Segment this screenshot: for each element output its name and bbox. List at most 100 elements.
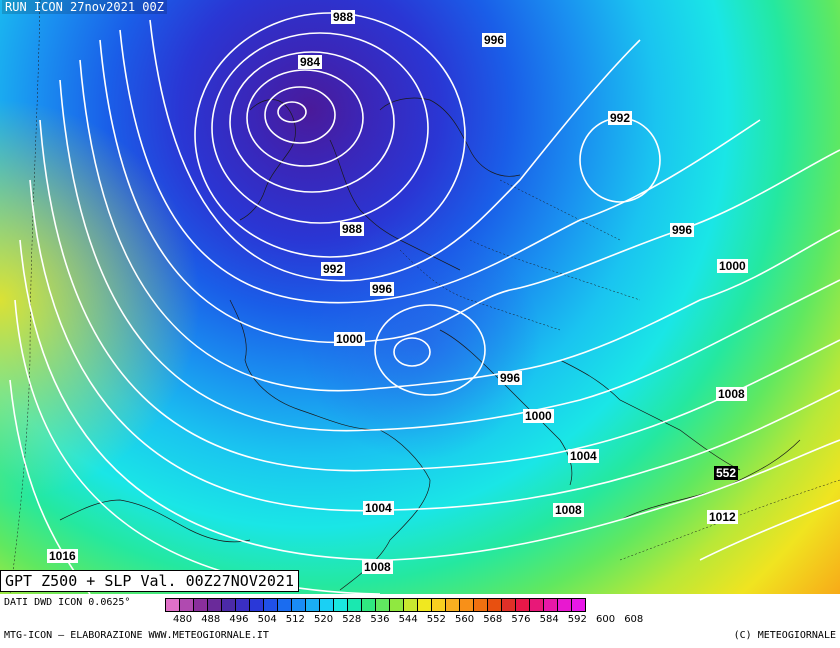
footer: DATI DWD ICON 0.0625° 480 488 496 504 512 520… bbox=[0, 594, 840, 648]
scale-tick-label: 488 bbox=[201, 614, 221, 625]
isobar-996-south bbox=[374, 304, 486, 396]
scale-tick-label: 480 bbox=[173, 614, 193, 625]
scale-swatch bbox=[543, 598, 558, 612]
scale-swatch bbox=[235, 598, 250, 612]
isobar_labels-label: 992 bbox=[608, 111, 633, 125]
coast-scandinavia bbox=[379, 97, 521, 177]
isobar_labels-label: 1004 bbox=[363, 501, 394, 515]
isobar-980 bbox=[277, 101, 307, 123]
scale-swatch bbox=[165, 598, 180, 612]
scale-tick-label: 600 bbox=[596, 614, 616, 625]
scale-swatch bbox=[515, 598, 530, 612]
isobar_labels-label: 1008 bbox=[553, 503, 584, 517]
scale-tick-label: 544 bbox=[398, 614, 418, 625]
isobar-1002 bbox=[39, 119, 840, 472]
color-scale-labels: 480 488 496 504 512 520 528 536 544 552 560 568 576 5… bbox=[165, 614, 840, 626]
scale-swatch bbox=[571, 598, 586, 612]
scale-swatch bbox=[389, 598, 404, 612]
isobar_labels-label: 1004 bbox=[568, 449, 599, 463]
isobar_labels-label: 1016 bbox=[47, 549, 78, 563]
scale-swatch bbox=[291, 598, 306, 612]
scale-swatch bbox=[487, 598, 502, 612]
scale-swatch bbox=[207, 598, 222, 612]
isobar-998 bbox=[79, 59, 840, 392]
scale-tick-label: 552 bbox=[426, 614, 446, 625]
color-scale bbox=[165, 598, 586, 612]
scale-tick-label: 568 bbox=[483, 614, 503, 625]
isobar_labels-label: 996 bbox=[498, 371, 523, 385]
scale-swatch bbox=[529, 598, 544, 612]
scale-swatch bbox=[557, 598, 572, 612]
scale-swatch bbox=[305, 598, 320, 612]
scale-swatch bbox=[361, 598, 376, 612]
contour-dashed-west bbox=[9, 0, 41, 594]
scale-swatch bbox=[277, 598, 292, 612]
isobar-1000 bbox=[59, 79, 840, 432]
scale-swatch bbox=[375, 598, 390, 612]
scale-swatch bbox=[179, 598, 194, 612]
isobar_labels-label: 1008 bbox=[362, 560, 393, 574]
scale-tick-label: 520 bbox=[314, 614, 334, 625]
scale-swatch bbox=[417, 598, 432, 612]
scale-tick-label: 608 bbox=[624, 614, 644, 625]
weather-map bbox=[0, 0, 840, 594]
isobar-1008 bbox=[19, 239, 840, 561]
data-source-label: DATI DWD ICON 0.0625° bbox=[4, 597, 131, 608]
scale-swatch bbox=[347, 598, 362, 612]
scale-swatch bbox=[221, 598, 236, 612]
scale-swatch bbox=[319, 598, 334, 612]
scale-tick-label: 512 bbox=[285, 614, 305, 625]
scale-tick-label: 592 bbox=[567, 614, 587, 625]
scale-tick-label: 536 bbox=[370, 614, 390, 625]
isobar_labels-label: 992 bbox=[321, 262, 346, 276]
isobar_labels-label: 984 bbox=[298, 55, 323, 69]
scale-swatch bbox=[403, 598, 418, 612]
coast-north-africa bbox=[59, 499, 251, 543]
borders bbox=[9, 0, 840, 594]
scale-swatch bbox=[501, 598, 516, 612]
scale-swatch bbox=[473, 598, 488, 612]
isobar_labels-label: 996 bbox=[482, 33, 507, 47]
isobar-996 bbox=[99, 39, 840, 344]
isobar-994-south bbox=[393, 337, 431, 367]
isobar-988 bbox=[211, 32, 429, 224]
isobar_labels-label: 1012 bbox=[707, 510, 738, 524]
scale-swatch bbox=[263, 598, 278, 612]
scale-tick-label: 504 bbox=[257, 614, 277, 625]
scale-swatch bbox=[431, 598, 446, 612]
border-east-europe bbox=[469, 239, 641, 301]
isobar_labels-label: 988 bbox=[340, 222, 365, 236]
scale-swatch bbox=[459, 598, 474, 612]
isobar-994 bbox=[119, 29, 761, 304]
coast-britain bbox=[239, 99, 296, 221]
isobar_labels-label: 1000 bbox=[523, 409, 554, 423]
run-label: RUN ICON 27nov2021 00Z bbox=[2, 0, 167, 14]
isobar_labels-label: 1000 bbox=[334, 332, 365, 346]
isobar_labels-label: 1000 bbox=[717, 259, 748, 273]
scale-swatch bbox=[193, 598, 208, 612]
isobar_labels-label: 1008 bbox=[716, 387, 747, 401]
scale-tick-label: 584 bbox=[539, 614, 559, 625]
scale-swatch bbox=[249, 598, 264, 612]
credit-text: MTG-ICON – ELABORAZIONE WWW.METEOGIORNAL… bbox=[4, 630, 269, 641]
scale-tick-label: 576 bbox=[511, 614, 531, 625]
contour_labels-label: 552 bbox=[714, 466, 739, 480]
isobar-1004 bbox=[29, 179, 840, 512]
scale-swatch bbox=[445, 598, 460, 612]
isobar_labels-label: 996 bbox=[670, 223, 695, 237]
scale-tick-label: 528 bbox=[342, 614, 362, 625]
isobar_labels-label: 988 bbox=[331, 10, 356, 24]
border-central-europe bbox=[399, 249, 561, 331]
coast-north-sea bbox=[329, 139, 461, 271]
isobar-982 bbox=[264, 86, 336, 144]
coast-balkans bbox=[559, 359, 741, 471]
gpt-west-ridge bbox=[0, 0, 200, 594]
isobar-992 bbox=[149, 19, 641, 282]
isobars bbox=[9, 12, 840, 594]
isobar-984 bbox=[246, 69, 364, 167]
isobar_labels-label: 996 bbox=[370, 282, 395, 296]
copyright-text: (C) METEOGIORNALE bbox=[733, 630, 836, 641]
map-title: GPT Z500 + SLP Val. 00Z27NOV2021 bbox=[0, 570, 299, 592]
isobar-990 bbox=[194, 12, 466, 258]
